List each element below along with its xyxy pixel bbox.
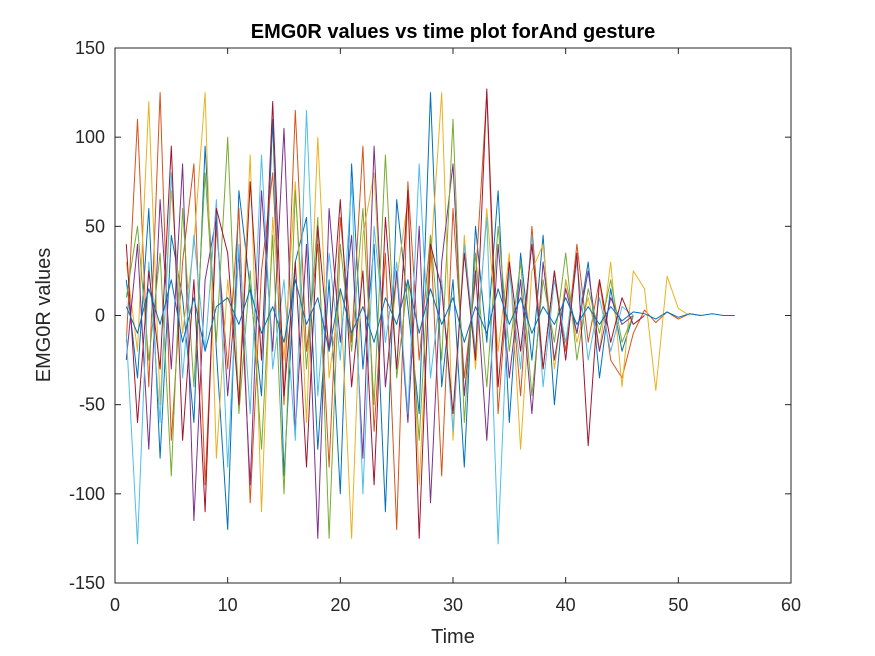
x-tick-label: 0 — [110, 595, 120, 615]
tick-layer: 0 10 20 30 40 50 60 -150 -100 -50 0 50 100 150 — [69, 38, 801, 615]
y-tick-label: 0 — [95, 306, 105, 326]
x-tick-label: 60 — [781, 595, 801, 615]
y-axis-label: EMG0R values — [33, 248, 55, 383]
x-tick-label: 20 — [330, 595, 350, 615]
series-line-8 — [125, 279, 735, 352]
series-line-7 — [125, 88, 645, 539]
series-line-6 — [125, 109, 634, 545]
x-tick-label: 40 — [556, 595, 576, 615]
series-layer — [125, 88, 735, 545]
x-axis-label: Time — [431, 626, 475, 648]
y-tick-label: 100 — [75, 127, 105, 147]
x-tick-label: 10 — [218, 595, 238, 615]
y-tick-label: 150 — [75, 38, 105, 58]
y-tick-label: -50 — [79, 395, 105, 415]
x-tick-label: 50 — [668, 595, 688, 615]
y-tick-label: -150 — [69, 573, 105, 593]
chart-title: EMG0R values vs time plot forAnd gesture — [251, 21, 656, 43]
x-tick-label: 30 — [443, 595, 463, 615]
y-tick-label: 50 — [85, 216, 105, 236]
series-line-2 — [125, 92, 701, 530]
y-tick-label: -100 — [69, 484, 105, 504]
